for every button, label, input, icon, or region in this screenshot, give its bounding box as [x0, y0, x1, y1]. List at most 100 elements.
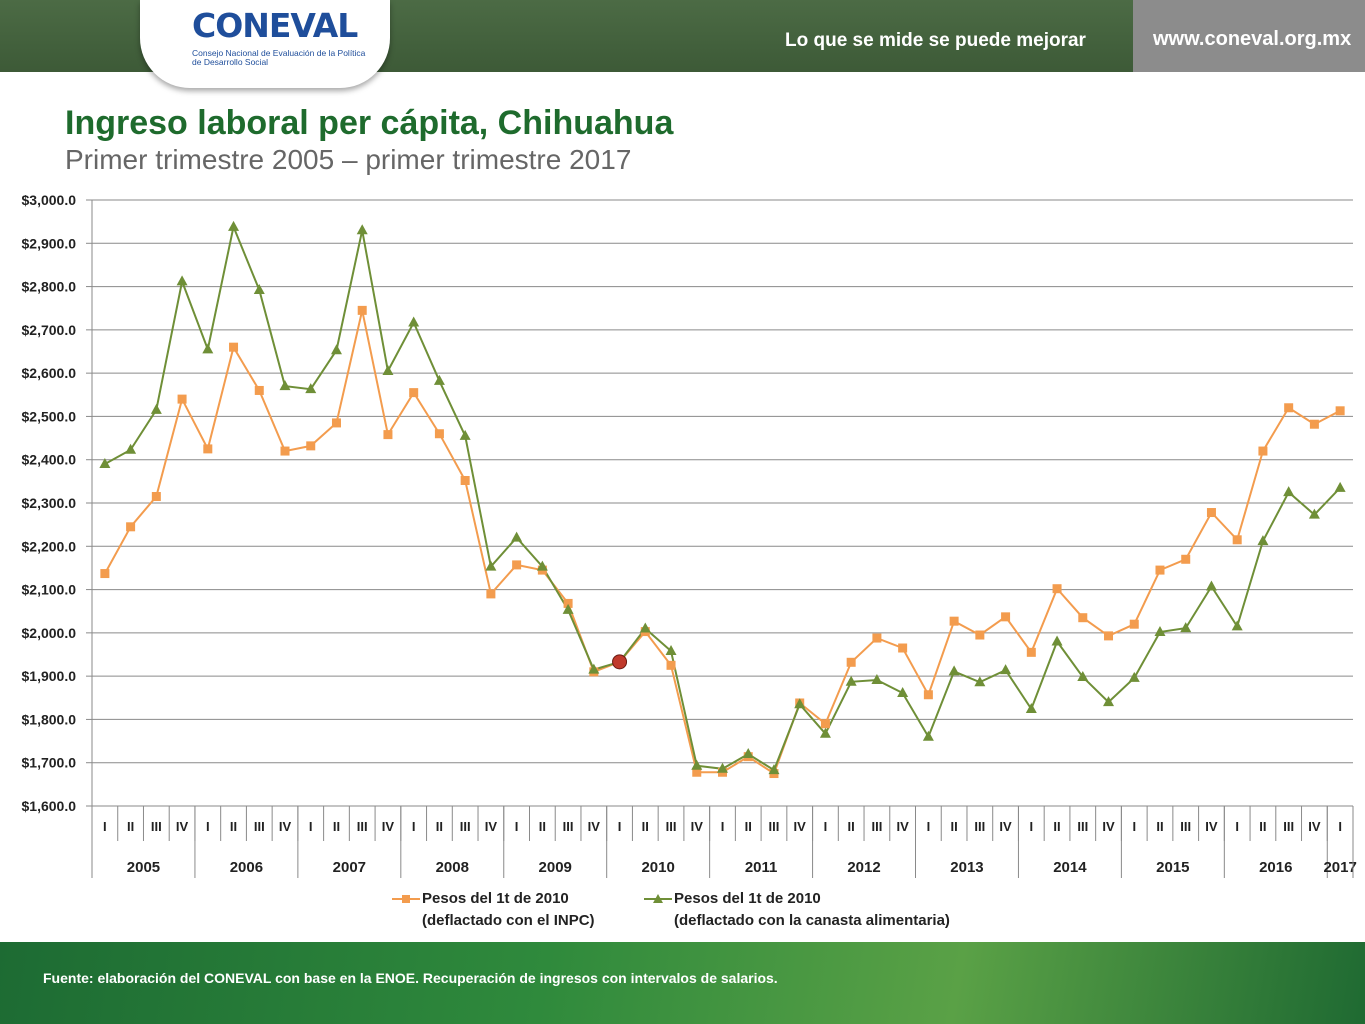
data-point-canasta: [1257, 535, 1269, 546]
data-point-canasta: [1308, 508, 1320, 519]
quarter-label: II: [1259, 819, 1266, 834]
data-point-inpc: [846, 657, 856, 667]
data-point-canasta: [150, 403, 162, 414]
data-point-canasta: [819, 727, 831, 738]
data-point-canasta: [433, 374, 445, 385]
data-point-inpc: [512, 560, 522, 570]
data-point-inpc: [1258, 446, 1268, 456]
data-point-inpc: [409, 388, 419, 398]
data-point-canasta: [408, 316, 420, 327]
quarter-label: IV: [176, 819, 189, 834]
year-label: 2006: [230, 859, 263, 876]
data-point-canasta: [665, 645, 677, 656]
quarter-label: I: [618, 819, 622, 834]
data-point-canasta: [536, 560, 548, 571]
quarter-label: IV: [999, 819, 1012, 834]
quarter-label: III: [974, 819, 985, 834]
data-point-inpc: [126, 522, 136, 532]
data-point-inpc: [1284, 403, 1294, 413]
y-tick-label: $2,500.0: [22, 408, 77, 424]
logo-tab[interactable]: CONEVAL Consejo Nacional de Evaluación d…: [140, 0, 390, 88]
data-point-inpc: [1232, 535, 1242, 545]
legend-label-inpc-line1: Pesos del 1t de 2010: [422, 890, 569, 907]
data-point-canasta: [974, 676, 986, 687]
quarter-label: II: [333, 819, 340, 834]
quarter-label: I: [721, 819, 725, 834]
data-point-canasta: [1283, 486, 1295, 497]
quarter-label: II: [642, 819, 649, 834]
year-label: 2012: [847, 859, 880, 876]
data-point-inpc: [1104, 631, 1114, 641]
quarter-label: I: [927, 819, 931, 834]
quarter-label: IV: [794, 819, 807, 834]
data-point-inpc: [383, 430, 393, 440]
series-line-canasta: [104, 223, 1341, 772]
chart-subtitle: Primer trimestre 2005 – primer trimestre…: [65, 144, 632, 175]
data-point-canasta: [305, 383, 317, 394]
year-label: 2005: [127, 859, 160, 876]
data-point-inpc: [100, 569, 110, 579]
y-tick-label: $2,400.0: [22, 452, 77, 468]
series-markers: [99, 220, 1346, 779]
quarter-label: IV: [382, 819, 395, 834]
data-point-inpc: [229, 342, 239, 352]
chart-title: Ingreso laboral per cápita, Chihuahua: [65, 104, 674, 142]
source-note: Fuente: elaboración del CONEVAL con base…: [43, 970, 778, 986]
quarter-label: I: [1338, 819, 1342, 834]
data-point-inpc: [666, 660, 676, 670]
legend-triangle-marker: [644, 894, 672, 903]
data-point-canasta: [1231, 620, 1243, 631]
data-point-canasta: [125, 443, 137, 454]
quarter-label: IV: [485, 819, 498, 834]
quarter-label: I: [515, 819, 519, 834]
data-point-inpc: [923, 690, 933, 700]
y-tick-label: $2,100.0: [22, 582, 77, 598]
year-label: 2017: [1323, 859, 1356, 876]
data-point-canasta: [485, 560, 497, 571]
website-url[interactable]: www.coneval.org.mx: [1153, 28, 1352, 50]
quarter-label: II: [950, 819, 957, 834]
quarter-label: I: [1235, 819, 1239, 834]
quarter-label: I: [824, 819, 828, 834]
quarter-label: II: [127, 819, 134, 834]
data-point-canasta: [253, 284, 265, 295]
quarter-label: I: [1030, 819, 1034, 834]
year-label: 2011: [745, 859, 778, 876]
quarter-label: II: [1156, 819, 1163, 834]
data-point-inpc: [357, 305, 367, 315]
quarter-label: I: [412, 819, 416, 834]
data-point-canasta: [228, 220, 240, 231]
data-point-inpc: [1026, 647, 1036, 657]
data-point-canasta: [768, 764, 780, 775]
y-tick-label: $1,600.0: [22, 798, 77, 814]
gridlines: [86, 199, 1353, 807]
data-point-canasta: [871, 674, 883, 685]
quarter-label: IV: [1102, 819, 1115, 834]
data-point-inpc: [177, 394, 187, 404]
data-point-canasta: [1077, 671, 1089, 682]
data-point-canasta: [1128, 671, 1140, 682]
quarter-label: II: [1053, 819, 1060, 834]
year-label: 2015: [1156, 859, 1189, 876]
quarter-label: IV: [279, 819, 292, 834]
data-point-inpc: [434, 429, 444, 439]
data-point-inpc: [203, 444, 213, 454]
url-box: [1133, 0, 1365, 72]
data-point-inpc: [1001, 612, 1011, 622]
y-tick-label: $2,000.0: [22, 625, 77, 641]
quarter-label: II: [436, 819, 443, 834]
data-point-inpc: [151, 492, 161, 502]
y-tick-label: $2,800.0: [22, 279, 77, 295]
data-point-inpc: [280, 446, 290, 456]
data-point-inpc: [306, 441, 316, 451]
data-point-inpc: [1129, 619, 1139, 629]
y-axis-tick-labels: $1,600.0 $1,700.0 $1,800.0 $1,900.0 $2,000.0…: [22, 192, 77, 814]
legend-label-canasta-line2: (deflactado con la canasta alimentaria): [674, 912, 950, 929]
quarter-label: III: [357, 819, 368, 834]
quarter-label: III: [254, 819, 265, 834]
data-point-canasta: [511, 531, 523, 542]
data-point-canasta: [1025, 703, 1037, 714]
x-axis: I II III IV I II III IV I II III IV I II III IV I II III IV…: [91, 805, 1357, 878]
quarter-label: II: [848, 819, 855, 834]
legend: Pesos del 1t de 2010 (deflactado con el I…: [392, 888, 1012, 936]
